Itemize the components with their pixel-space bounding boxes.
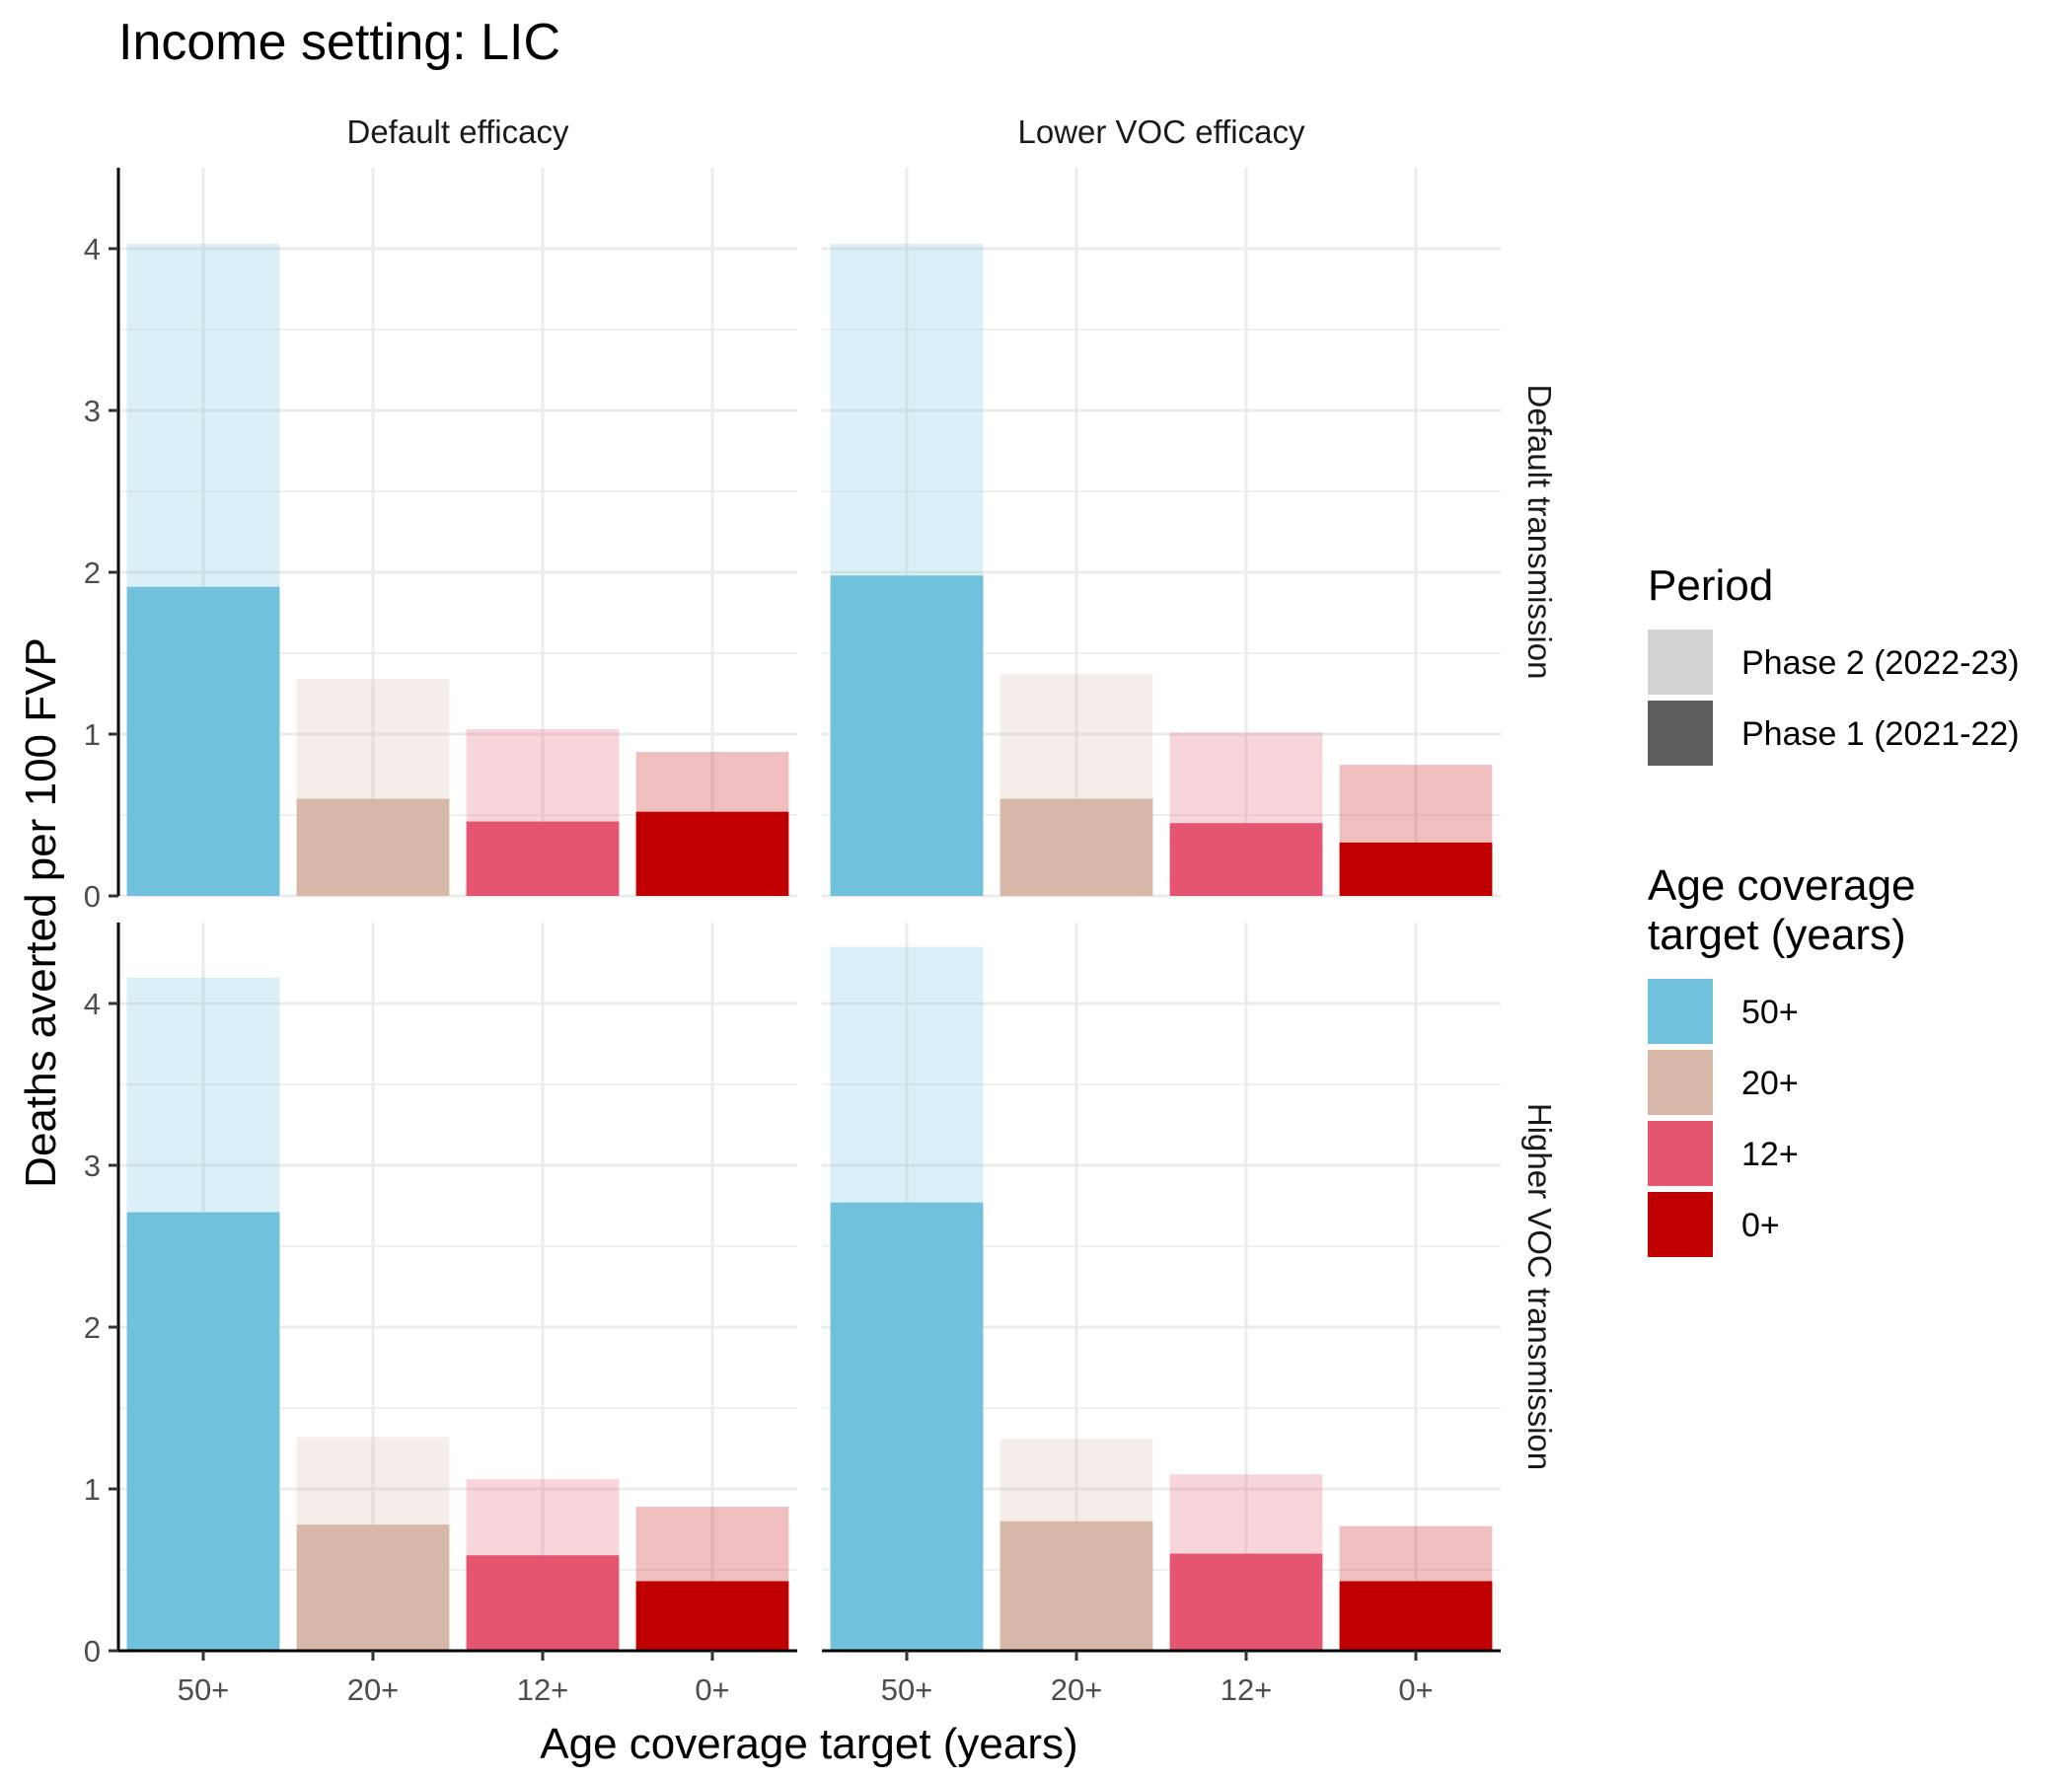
facet-panel: 0 1 2 3 4 50+ 20+ 12+ 0+ bbox=[84, 923, 797, 1707]
legend-label-age: 50+ bbox=[1741, 994, 1799, 1031]
bar-phase1 bbox=[999, 1521, 1153, 1651]
legend-key-age bbox=[1648, 979, 1713, 1044]
bar-phase1 bbox=[126, 1212, 280, 1651]
x-tick-label: 0+ bbox=[695, 1672, 729, 1707]
x-axis-label: Age coverage target (years) bbox=[540, 1720, 1077, 1768]
bar-phase1 bbox=[635, 1581, 789, 1651]
legend-label-age: 12+ bbox=[1741, 1136, 1799, 1173]
x-tick-label: 0+ bbox=[1398, 1672, 1433, 1707]
facet-panel: Lower VOC efficacy Default transmission bbox=[822, 113, 1558, 898]
y-tick-label: 4 bbox=[84, 987, 101, 1021]
legend-key-age bbox=[1648, 1050, 1713, 1115]
bar-phase1 bbox=[1339, 842, 1493, 896]
legend-label-age: 20+ bbox=[1741, 1065, 1799, 1102]
legend: Period Phase 2 (2022-23) Phase 1 (2021-22)… bbox=[1648, 561, 2020, 1257]
legend-key-period bbox=[1648, 701, 1713, 766]
facet-panel: 0 1 2 3 4 Default efficacy bbox=[84, 113, 797, 914]
legend-key-age bbox=[1648, 1192, 1713, 1257]
legend-title-period: Period bbox=[1648, 561, 1773, 610]
bar-phase1 bbox=[830, 1202, 984, 1651]
legend-label-period: Phase 1 (2021-22) bbox=[1741, 715, 2020, 753]
bar-phase1 bbox=[466, 1555, 620, 1651]
x-tick-label: 12+ bbox=[517, 1672, 569, 1707]
legend-label-age: 0+ bbox=[1741, 1207, 1780, 1244]
legend-title-age: Age coverage bbox=[1648, 861, 1916, 910]
x-tick-label: 50+ bbox=[178, 1672, 230, 1707]
y-axis-label: Deaths averted per 100 FVP bbox=[17, 637, 65, 1188]
y-tick-label: 1 bbox=[84, 717, 101, 752]
x-tick-label: 12+ bbox=[1221, 1672, 1273, 1707]
x-tick-label: 50+ bbox=[881, 1672, 933, 1707]
bar-phase1 bbox=[999, 798, 1153, 896]
y-tick-label: 0 bbox=[84, 879, 101, 914]
facet-row-label: Higher VOC transmission bbox=[1521, 1103, 1558, 1470]
bar-phase1 bbox=[830, 575, 984, 896]
legend-label-period: Phase 2 (2022-23) bbox=[1741, 644, 2020, 682]
legend-key-age bbox=[1648, 1121, 1713, 1186]
chart-title: Income setting: LIC bbox=[118, 14, 560, 71]
y-tick-label: 2 bbox=[84, 1310, 101, 1345]
facet-row-label: Default transmission bbox=[1521, 385, 1558, 680]
legend-key-period bbox=[1648, 630, 1713, 695]
facet-column-label: Lower VOC efficacy bbox=[1017, 113, 1305, 150]
y-tick-label: 1 bbox=[84, 1472, 101, 1507]
y-tick-label: 0 bbox=[84, 1634, 101, 1669]
x-tick-label: 20+ bbox=[347, 1672, 400, 1707]
bar-phase1 bbox=[635, 811, 789, 896]
facet-panels: 0 1 2 3 4 Default efficacy Lower VOC efficacy D… bbox=[84, 113, 1558, 1707]
x-tick-label: 20+ bbox=[1051, 1672, 1103, 1707]
legend-title-age: target (years) bbox=[1648, 911, 1906, 959]
y-tick-label: 4 bbox=[84, 232, 101, 266]
facet-panel: 50+ 20+ 12+ 0+ Higher VOC transmission bbox=[822, 923, 1558, 1707]
facet-column-label: Default efficacy bbox=[346, 113, 569, 150]
bar-phase1 bbox=[296, 798, 450, 896]
bar-phase1 bbox=[1169, 1553, 1323, 1651]
bar-phase1 bbox=[1339, 1581, 1493, 1651]
bar-phase1 bbox=[466, 821, 620, 896]
bar-phase1 bbox=[126, 586, 280, 896]
y-tick-label: 3 bbox=[84, 1149, 101, 1183]
y-tick-label: 3 bbox=[84, 394, 101, 428]
bar-phase1 bbox=[296, 1524, 450, 1651]
y-tick-label: 2 bbox=[84, 556, 101, 590]
bar-phase1 bbox=[1169, 823, 1323, 896]
